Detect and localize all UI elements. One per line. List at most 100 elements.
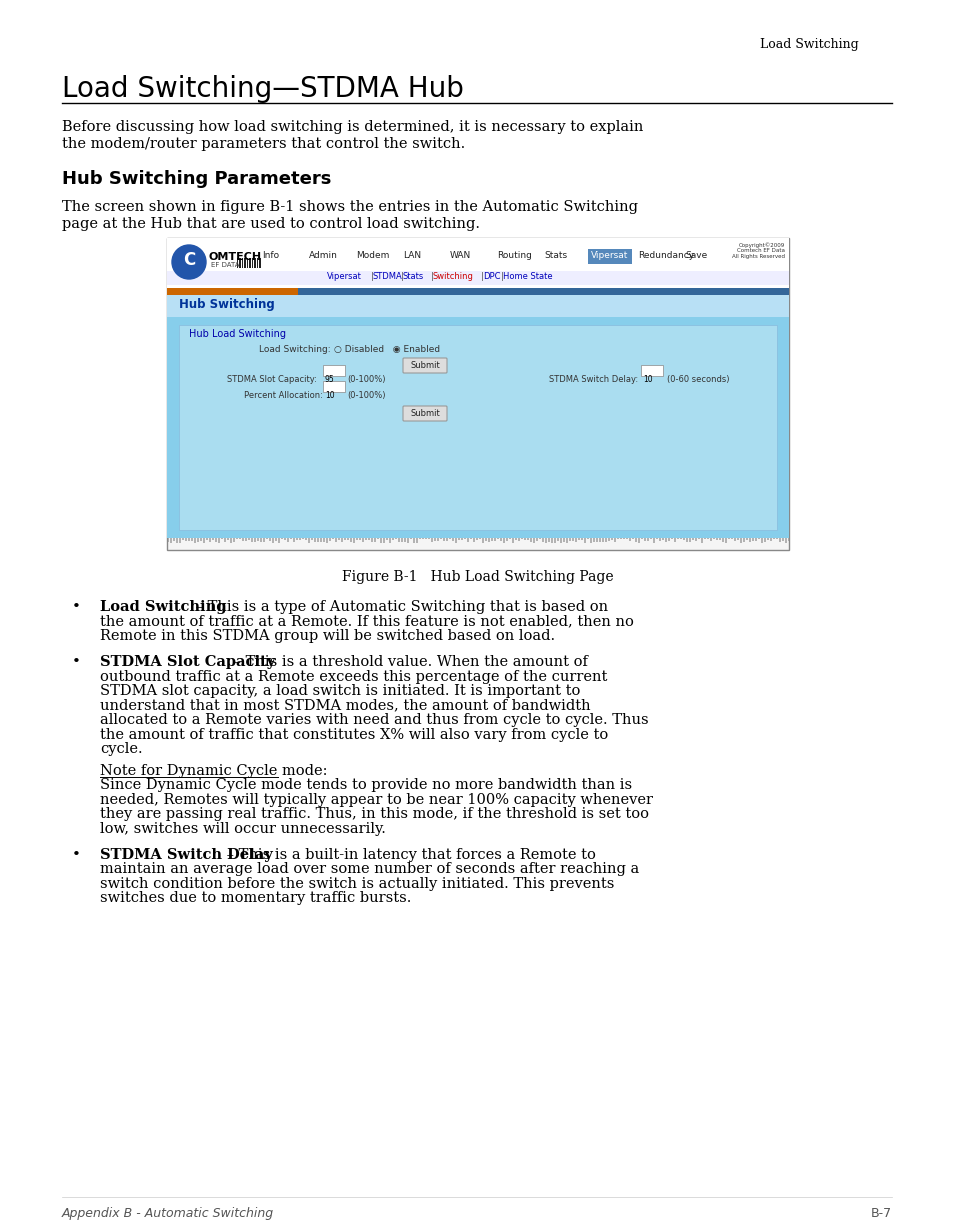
Bar [598,537,600,542]
Text: Home State: Home State [502,272,552,281]
Text: Before discussing how load switching is determined, it is necessary to explain: Before discussing how load switching is … [62,120,642,134]
Text: – This is a threshold value. When the amount of: – This is a threshold value. When the am… [229,655,587,669]
Text: the modem/router parameters that control the switch.: the modem/router parameters that control… [62,137,465,151]
Bar [562,537,564,542]
Bar [652,537,655,544]
Bar [287,537,289,542]
Bar [319,537,322,542]
Bar [397,537,399,542]
Bar [575,537,577,542]
Bar [230,537,232,544]
Bar [167,238,788,288]
Bar [544,537,546,544]
Bar [233,537,234,542]
Bar [239,258,241,267]
Text: 95: 95 [325,375,335,384]
Bar [685,537,687,542]
Bar [781,537,783,541]
Bar [494,537,496,541]
Circle shape [172,245,206,279]
Bar [218,537,220,544]
Bar [523,537,525,540]
Text: Load Switching: Load Switching [760,38,858,52]
Bar [403,537,406,542]
Bar [170,537,172,544]
Bar [167,294,788,317]
Bar [251,537,253,542]
Bar [601,537,603,542]
Bar [638,537,639,544]
Bar [607,537,609,541]
Bar [484,537,486,541]
Text: Stats: Stats [543,252,566,260]
Bar [413,537,415,544]
Text: Routing: Routing [497,252,532,260]
Bar [224,537,226,542]
Bar [452,537,454,541]
Text: – This is a type of Automatic Switching that is based on: – This is a type of Automatic Switching … [191,600,607,614]
Bar [589,537,592,544]
Bar [583,537,585,544]
Bar [212,537,213,540]
Bar [340,537,343,542]
Bar [659,537,660,541]
Bar [737,537,739,540]
Text: The screen shown in figure B-1 shows the entries in the Automatic Switching: The screen shown in figure B-1 shows the… [62,200,638,213]
Bar [640,364,662,375]
Bar [568,537,571,541]
Bar [547,537,550,542]
Bar [389,537,391,544]
Bar [526,537,529,540]
Bar [191,537,193,541]
Text: STDMA Switch Delay: STDMA Switch Delay [100,848,273,861]
Bar [206,537,208,540]
Text: LAN: LAN [402,252,420,260]
Bar [272,537,274,544]
Bar [682,537,684,540]
Bar [536,537,537,541]
Bar [167,238,788,550]
Bar [203,537,205,544]
Bar [335,537,336,542]
Bar [587,249,631,264]
Bar [719,537,720,540]
Bar [709,537,711,541]
Bar [175,537,178,544]
Bar [512,537,514,544]
Bar [167,317,788,537]
Text: Admin: Admin [309,252,337,260]
Bar [748,537,750,542]
Bar [661,537,663,540]
Text: Copyright©2009
Comtech EF Data
All Rights Reserved: Copyright©2009 Comtech EF Data All Right… [731,242,784,259]
Bar [323,364,345,375]
Bar [716,537,718,540]
Text: switches due to momentary traffic bursts.: switches due to momentary traffic bursts… [100,892,411,906]
Bar [323,537,325,542]
Text: (0-60 seconds): (0-60 seconds) [666,375,729,384]
Bar [442,537,444,541]
Text: |: | [370,272,373,281]
Text: STDMA slot capacity, a load switch is initiated. It is important to: STDMA slot capacity, a load switch is in… [100,685,579,698]
Bar [254,258,256,267]
Bar [277,537,280,544]
Text: STDMA Slot Capacity: STDMA Slot Capacity [100,655,275,669]
Text: Switching: Switching [432,272,473,281]
Text: Hub Switching: Hub Switching [179,298,274,310]
Bar [578,537,579,540]
Bar [274,537,276,541]
Bar [446,537,448,541]
Bar [353,537,355,544]
Bar [185,537,187,541]
Bar [365,537,367,540]
Text: the amount of traffic that constitutes X% will also vary from cycle to: the amount of traffic that constitutes X… [100,728,608,741]
Text: Save: Save [684,252,706,260]
Bar [604,537,606,542]
Bar [252,258,253,267]
Bar [763,537,765,542]
Bar [664,537,666,542]
Bar [559,537,561,544]
Bar [614,537,616,542]
Text: low, switches will occur unnecessarily.: low, switches will occur unnecessarily. [100,822,385,836]
Bar [769,537,771,541]
Text: STDMA Switch Delay:: STDMA Switch Delay: [548,375,638,384]
